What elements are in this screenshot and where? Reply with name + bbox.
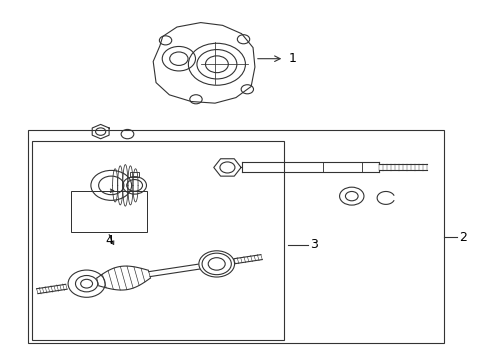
Bar: [27, 130, 444, 343]
Text: 4: 4: [105, 234, 113, 247]
Bar: [129, 172, 139, 177]
Text: 1: 1: [288, 52, 296, 65]
Bar: [71, 191, 147, 232]
Text: 3: 3: [310, 238, 318, 251]
Text: 2: 2: [458, 231, 466, 244]
Bar: [32, 140, 283, 339]
